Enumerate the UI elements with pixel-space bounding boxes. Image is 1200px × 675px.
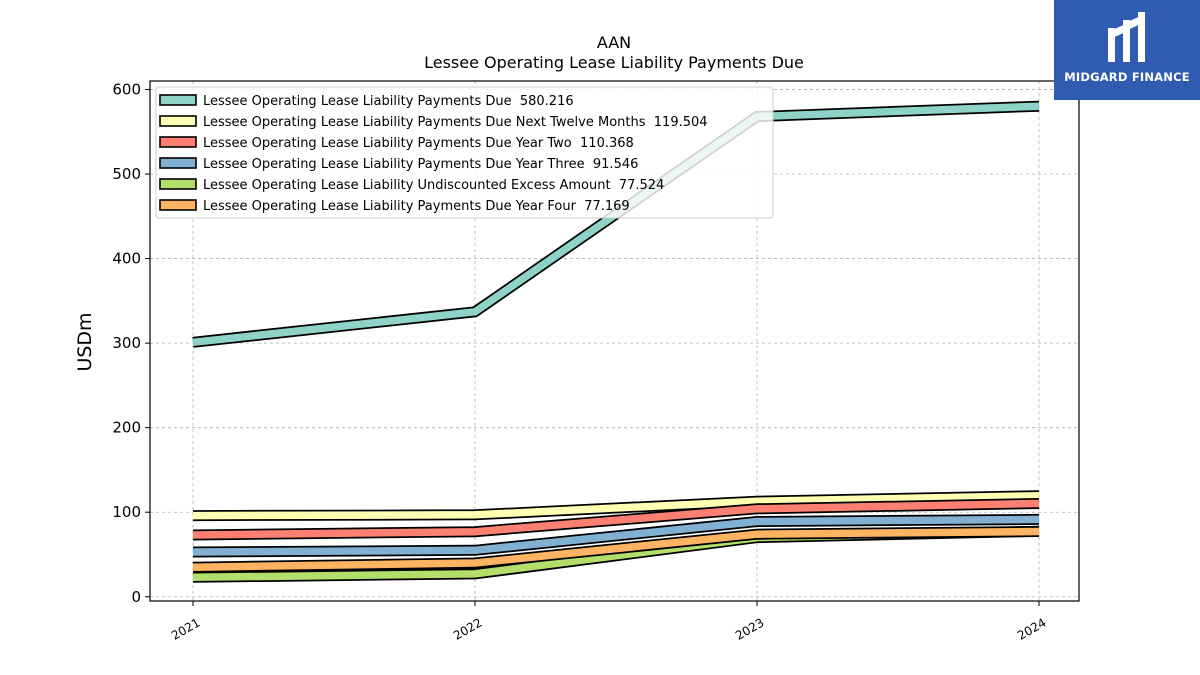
legend-swatch xyxy=(159,136,197,148)
legend-entry: Lessee Operating Lease Liability Payment… xyxy=(203,199,630,214)
brand-name: MIDGARD FINANCE xyxy=(1064,70,1190,84)
brand-logo: MIDGARD FINANCE xyxy=(1054,0,1200,100)
series-fill xyxy=(192,527,1040,571)
series-line xyxy=(192,490,1040,522)
chart-ticker: AAN xyxy=(597,33,631,52)
legend-swatch xyxy=(159,199,197,211)
series-line xyxy=(192,513,1040,558)
legend-swatch xyxy=(159,178,197,190)
chart-title: Lessee Operating Lease Liability Payment… xyxy=(424,53,804,72)
legend-series-value: 77.524 xyxy=(611,178,665,193)
y-tick-label: 200 xyxy=(112,419,141,437)
legend-series-name: Lessee Operating Lease Liability Payment… xyxy=(203,199,577,214)
x-tick-label: 2023 xyxy=(733,615,766,642)
x-tick-label: 2022 xyxy=(451,615,484,642)
series-fill xyxy=(192,491,1040,520)
x-ticks: 2021 2022 2023 2024 xyxy=(169,601,1049,643)
legend-swatch xyxy=(159,115,197,127)
y-tick-label: 0 xyxy=(131,588,141,606)
y-tick-label: 100 xyxy=(112,503,141,521)
legend-series-name: Lessee Operating Lease Liability Payment… xyxy=(203,136,572,151)
y-axis-label: USDm xyxy=(74,312,96,371)
legend-series-name: Lessee Operating Lease Liability Payment… xyxy=(203,115,646,130)
legend-series-name: Lessee Operating Lease Liability Payment… xyxy=(203,157,585,172)
legend-swatch xyxy=(159,94,197,106)
x-tick-label: 2024 xyxy=(1015,615,1048,642)
legend-box xyxy=(155,86,774,219)
y-tick-label: 600 xyxy=(112,80,141,98)
legend-series-value: 580.216 xyxy=(512,94,574,109)
legend-entry: Lessee Operating Lease Liability Undisco… xyxy=(203,178,664,193)
legend-entry: Lessee Operating Lease Liability Payment… xyxy=(203,136,634,151)
legend-series-value: 110.368 xyxy=(572,136,634,151)
legend-entry: Lessee Operating Lease Liability Payment… xyxy=(203,115,708,130)
legend-swatch xyxy=(159,157,197,169)
y-ticks: 0 100 200 300 400 500 600 xyxy=(112,80,150,606)
legend-entry: Lessee Operating Lease Liability Payment… xyxy=(203,157,638,172)
legend-entry: Lessee Operating Lease Liability Payment… xyxy=(203,94,574,109)
y-tick-label: 500 xyxy=(112,165,141,183)
y-tick-label: 300 xyxy=(112,334,141,352)
y-tick-label: 400 xyxy=(112,250,141,268)
series-fill xyxy=(192,515,1040,556)
series-line xyxy=(192,526,1040,573)
legend-series-value: 91.546 xyxy=(585,157,639,172)
brand-logo-mark-icon xyxy=(1108,12,1145,62)
series-fill xyxy=(192,499,1040,539)
legend-series-name: Lessee Operating Lease Liability Undisco… xyxy=(203,178,611,193)
x-tick-label: 2021 xyxy=(169,615,202,642)
legend-series-value: 77.169 xyxy=(576,199,630,214)
plot-frame xyxy=(149,80,1080,602)
legend-series-value: 119.504 xyxy=(646,115,708,130)
legend-series-name: Lessee Operating Lease Liability Payment… xyxy=(203,94,512,109)
series-line xyxy=(192,498,1040,541)
legend: Lessee Operating Lease Liability Payment… xyxy=(155,86,774,219)
